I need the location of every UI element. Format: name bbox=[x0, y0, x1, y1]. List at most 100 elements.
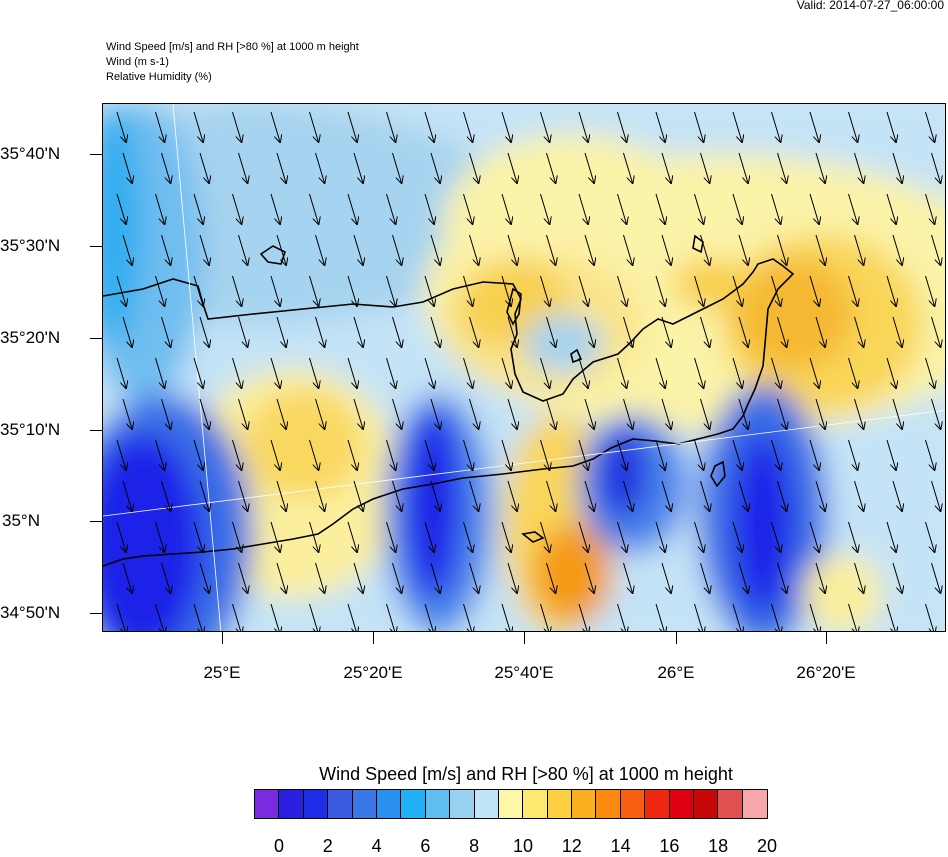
wind-arrow bbox=[232, 111, 242, 142]
wind-arrow bbox=[122, 480, 132, 511]
wind-arrow bbox=[623, 316, 633, 347]
wind-arrow bbox=[392, 562, 402, 593]
colorbar-label: 10 bbox=[512, 836, 534, 856]
wind-arrow bbox=[161, 152, 171, 183]
wind-arrow bbox=[892, 562, 902, 593]
lon-tick bbox=[676, 632, 677, 644]
wind-arrow bbox=[694, 439, 704, 470]
wind-arrow bbox=[386, 603, 396, 631]
wind-arrow bbox=[161, 234, 171, 265]
wind-arrow bbox=[655, 603, 665, 631]
wind-arrow bbox=[886, 357, 896, 388]
wind-arrow bbox=[623, 234, 633, 265]
wind-arrow bbox=[815, 562, 825, 593]
wind-arrow bbox=[546, 398, 556, 429]
wind-arrow bbox=[700, 152, 710, 183]
wind-arrow bbox=[193, 193, 203, 224]
wind-arrow bbox=[232, 357, 242, 388]
wind-arrow bbox=[886, 193, 896, 224]
wind-arrow bbox=[507, 316, 517, 347]
wind-arrow bbox=[854, 398, 864, 429]
wind-arrow bbox=[116, 111, 126, 142]
wind-arrow bbox=[116, 439, 126, 470]
wind-arrow bbox=[161, 480, 171, 511]
wind-arrow bbox=[315, 562, 325, 593]
wind-arrow bbox=[771, 111, 781, 142]
wind-arrow bbox=[116, 357, 126, 388]
colorbar bbox=[254, 789, 769, 819]
wind-arrow bbox=[655, 111, 665, 142]
wind-arrow bbox=[925, 111, 935, 142]
wind-arrow bbox=[507, 480, 517, 511]
wind-arrow bbox=[238, 562, 248, 593]
colorbar-swatch bbox=[596, 790, 621, 818]
valid-time-label: Valid: 2014-07-27_06:00:00 bbox=[796, 0, 944, 12]
wind-arrow bbox=[193, 111, 203, 142]
colorbar-swatch bbox=[279, 790, 304, 818]
wind-arrow bbox=[617, 439, 627, 470]
wind-arrow bbox=[507, 234, 517, 265]
wind-arrow bbox=[463, 357, 473, 388]
wind-arrow bbox=[424, 357, 434, 388]
wind-arrow bbox=[463, 521, 473, 552]
wind-arrow bbox=[661, 152, 671, 183]
wind-arrow bbox=[854, 316, 864, 347]
colorbar-swatch bbox=[450, 790, 475, 818]
wind-arrow bbox=[463, 603, 473, 631]
wind-arrow bbox=[276, 234, 286, 265]
wind-arrow bbox=[193, 603, 203, 631]
wind-arrow bbox=[430, 234, 440, 265]
wind-arrow bbox=[424, 111, 434, 142]
wind-arrow bbox=[771, 193, 781, 224]
wind-arrow bbox=[424, 439, 434, 470]
wind-arrow bbox=[655, 357, 665, 388]
wind-arrow bbox=[392, 152, 402, 183]
wind-arrow bbox=[501, 439, 511, 470]
lon-tick bbox=[222, 632, 223, 644]
colorbar-swatch bbox=[498, 790, 524, 818]
wind-arrow bbox=[848, 111, 858, 142]
wind-arrow bbox=[617, 603, 627, 631]
colorbar-label: 2 bbox=[322, 836, 333, 856]
colorbar-label: 8 bbox=[469, 836, 480, 856]
wind-arrow bbox=[732, 603, 742, 631]
header-line-1: Wind Speed [m/s] and RH [>80 %] at 1000 … bbox=[106, 41, 359, 53]
wind-arrow bbox=[238, 480, 248, 511]
colorbar-swatch bbox=[352, 790, 377, 818]
wind-arrow bbox=[232, 439, 242, 470]
wind-arrow bbox=[309, 193, 319, 224]
lon-label: 25°20'E bbox=[343, 663, 403, 682]
colorbar-label: 6 bbox=[420, 836, 431, 856]
wind-arrow bbox=[854, 152, 864, 183]
wind-arrow bbox=[232, 275, 242, 306]
wind-arrow bbox=[155, 193, 165, 224]
wind-arrow bbox=[430, 562, 440, 593]
wind-arrow bbox=[238, 398, 248, 429]
wind-arrow bbox=[122, 152, 132, 183]
wind-arrow bbox=[655, 193, 665, 224]
colorbar-swatch bbox=[620, 790, 646, 818]
wind-arrow bbox=[925, 603, 935, 631]
map-plot-area[interactable] bbox=[102, 103, 946, 632]
wind-arrow bbox=[501, 111, 511, 142]
wind-arrow bbox=[809, 275, 819, 306]
wind-arrow bbox=[353, 398, 363, 429]
lat-tick bbox=[90, 246, 102, 247]
wind-arrow bbox=[501, 193, 511, 224]
wind-arrow bbox=[584, 480, 594, 511]
wind-arrow bbox=[732, 357, 742, 388]
wind-arrow bbox=[546, 316, 556, 347]
wind-arrow bbox=[161, 398, 171, 429]
colorbar-swatch bbox=[572, 790, 597, 818]
wind-arrow bbox=[892, 480, 902, 511]
wind-arrow bbox=[193, 275, 203, 306]
wind-arrow bbox=[276, 316, 286, 347]
colorbar-label: 12 bbox=[561, 836, 582, 856]
wind-arrow bbox=[386, 439, 396, 470]
wind-arrow bbox=[892, 398, 902, 429]
wind-arrow bbox=[501, 603, 511, 631]
wind-arrow bbox=[276, 480, 286, 511]
wind-arrow bbox=[469, 234, 479, 265]
colorbar-swatch bbox=[303, 790, 329, 818]
wind-arrow bbox=[270, 275, 280, 306]
